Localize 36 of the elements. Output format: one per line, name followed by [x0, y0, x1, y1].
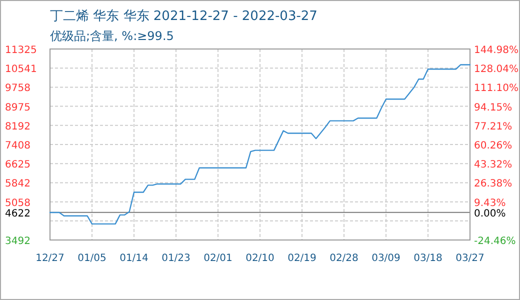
y-tick-label: 9758: [5, 83, 30, 94]
x-tick-label: 02/10: [246, 253, 274, 264]
y-tick-label: 8192: [5, 121, 30, 132]
y-tick-label: 5842: [5, 178, 30, 190]
y-tick-label: 10541: [5, 64, 37, 76]
y-tick-label: 11325: [5, 45, 37, 56]
y2-tick-label: 128.04%: [474, 64, 518, 76]
y2-tick-label: 0.00%: [474, 208, 506, 220]
y2-tick-label: 111.10%: [474, 83, 518, 94]
y-tick-label: 7408: [5, 140, 30, 152]
y2-tick-label: 26.38%: [474, 178, 512, 190]
x-tick-label: 01/23: [162, 253, 190, 264]
x-tick-label: 03/18: [414, 253, 442, 264]
x-tick-label: 01/05: [78, 253, 106, 264]
y2-tick-label: 94.15%: [474, 102, 512, 114]
line-series: [49, 64, 471, 225]
ref-line-label: 4622: [5, 208, 30, 220]
x-tick-label: 02/28: [330, 253, 358, 264]
x-tick-label: 03/27: [456, 253, 484, 264]
y-tick-label: 6625: [5, 160, 30, 171]
y-tick-label: 8975: [5, 102, 30, 114]
x-tick-label: 01/14: [120, 253, 148, 264]
x-tick-label: 02/19: [288, 253, 316, 264]
x-tick-label: 12/27: [36, 253, 64, 264]
chart-subtitle: 优级品;含量, %:≥99.5: [50, 29, 174, 43]
y2-tick-label: 144.98%: [474, 45, 518, 56]
y2-tick-label: -24.46%: [474, 236, 516, 247]
y2-tick-label: 9.43%: [474, 198, 506, 209]
y2-tick-label: 60.26%: [474, 140, 512, 152]
x-tick-label: 02/01: [204, 253, 232, 264]
y-tick-label: 3492: [5, 236, 30, 247]
chart-title: 丁二烯 华东 华东 2021-12-27 - 2022-03-27: [50, 9, 318, 24]
y2-tick-label: 77.21%: [474, 121, 512, 132]
y-tick-label: 5058: [5, 198, 30, 209]
x-tick-label: 03/09: [372, 253, 400, 264]
y2-tick-label: 43.32%: [474, 160, 512, 171]
